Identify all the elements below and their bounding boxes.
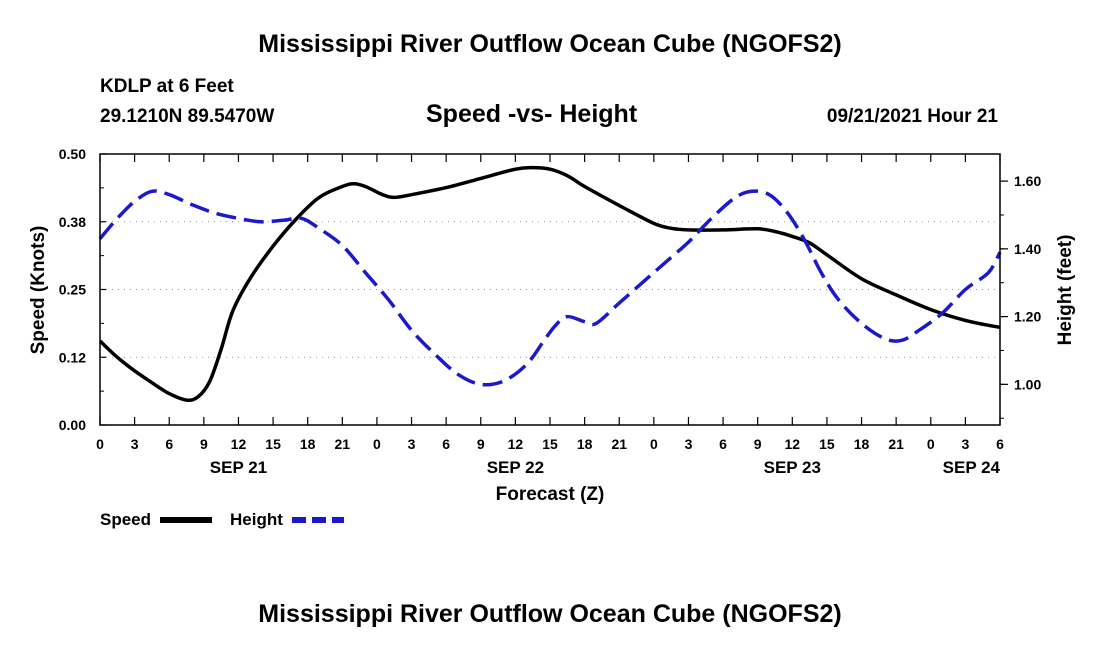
- y-left-tick-label: 0.38: [59, 214, 86, 230]
- series-line-height: [98, 189, 1002, 387]
- x-tick-label: 15: [819, 436, 835, 452]
- x-tick-label: 0: [373, 436, 381, 452]
- x-tick-label: 6: [165, 436, 173, 452]
- x-tick-label: 18: [577, 436, 593, 452]
- forecast-datetime: 09/21/2021 Hour 21: [826, 106, 998, 127]
- x-tick-label: 6: [719, 436, 727, 452]
- x-date-label: SEP 22: [487, 458, 544, 477]
- x-tick-label: 0: [96, 436, 104, 452]
- footer-title: Mississippi River Outflow Ocean Cube (NG…: [258, 600, 842, 628]
- x-tick-label: 6: [996, 436, 1004, 452]
- x-tick-label: 12: [231, 436, 247, 452]
- y-right-tick-label: 1.60: [1014, 173, 1041, 189]
- x-date-label: SEP 21: [210, 458, 267, 477]
- station-label: KDLP at 6 Feet: [100, 76, 234, 97]
- x-tick-label: 3: [685, 436, 693, 452]
- legend: Speed Height: [100, 510, 344, 529]
- x-axis-label: Forecast (Z): [496, 484, 605, 505]
- x-tick-label: 15: [265, 436, 281, 452]
- x-tick-label: 9: [754, 436, 762, 452]
- y-axis-right: 1.00 1.20 1.40 1.60: [1000, 173, 1041, 419]
- x-tick-label: 9: [477, 436, 485, 452]
- y-left-tick-label: 0.00: [59, 417, 86, 433]
- x-tick-label: 12: [508, 436, 524, 452]
- y-left-tick-label: 0.12: [59, 349, 86, 365]
- y-right-tick-label: 1.20: [1014, 309, 1041, 325]
- x-tick-label: 18: [854, 436, 870, 452]
- legend-speed-label: Speed: [100, 510, 151, 529]
- x-tick-label: 3: [408, 436, 416, 452]
- x-tick-label: 21: [611, 436, 627, 452]
- x-tick-label: 21: [335, 436, 351, 452]
- x-tick-label: 21: [888, 436, 904, 452]
- y-axis-left: 0.00 0.12 0.25 0.38 0.50: [59, 146, 106, 433]
- series-line-speed: [98, 165, 1001, 402]
- y-left-tick-label: 0.25: [59, 282, 86, 298]
- x-axis: 0 3 6 9 12 15 18 21 0 3 6 9 12 15 18 21 0 3 6 9 12 15 18 21 0 3 6 S…: [96, 154, 1004, 477]
- x-date-label: SEP 24: [943, 458, 1001, 477]
- x-tick-label: 3: [961, 436, 969, 452]
- y-axis-left-label: Speed (Knots): [28, 226, 49, 355]
- x-date-label: SEP 23: [764, 458, 821, 477]
- x-tick-label: 15: [542, 436, 558, 452]
- chart-subtitle: Speed -vs- Height: [426, 100, 638, 128]
- chart-title: Mississippi River Outflow Ocean Cube (NG…: [258, 30, 842, 58]
- grid-layer: [100, 221, 1000, 358]
- x-tick-label: 6: [442, 436, 450, 452]
- y-right-tick-label: 1.00: [1014, 376, 1041, 392]
- x-tick-label: 0: [927, 436, 935, 452]
- x-tick-label: 0: [650, 436, 658, 452]
- station-coordinates: 29.1210N 89.5470W: [100, 106, 275, 127]
- x-tick-label: 3: [131, 436, 139, 452]
- y-left-tick-label: 0.50: [59, 146, 86, 162]
- legend-height-label: Height: [230, 510, 283, 529]
- x-tick-label: 9: [200, 436, 208, 452]
- x-tick-label: 18: [300, 436, 316, 452]
- y-axis-right-label: Height (feet): [1055, 235, 1076, 346]
- series-layer: [98, 165, 1002, 402]
- x-tick-label: 12: [785, 436, 801, 452]
- y-right-tick-label: 1.40: [1014, 241, 1041, 257]
